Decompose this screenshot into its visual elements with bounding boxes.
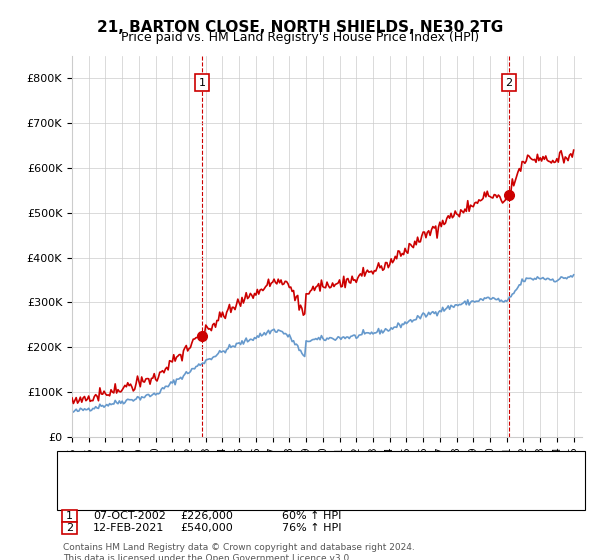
Text: 1: 1 xyxy=(199,78,205,88)
Text: 2: 2 xyxy=(66,523,73,533)
Text: 2: 2 xyxy=(505,78,512,88)
Text: 07-OCT-2002: 07-OCT-2002 xyxy=(93,511,166,521)
Text: Contains HM Land Registry data © Crown copyright and database right 2024.
This d: Contains HM Land Registry data © Crown c… xyxy=(63,543,415,560)
Text: 12-FEB-2021: 12-FEB-2021 xyxy=(93,523,164,533)
Text: £540,000: £540,000 xyxy=(180,523,233,533)
Text: 1: 1 xyxy=(66,511,73,521)
Text: £226,000: £226,000 xyxy=(180,511,233,521)
Text: Price paid vs. HM Land Registry's House Price Index (HPI): Price paid vs. HM Land Registry's House … xyxy=(121,31,479,44)
Text: 21, BARTON CLOSE, NORTH SHIELDS, NE30 2TG (detached house): 21, BARTON CLOSE, NORTH SHIELDS, NE30 2T… xyxy=(120,455,464,465)
Text: HPI: Average price, detached house, North Tyneside: HPI: Average price, detached house, Nort… xyxy=(120,468,391,478)
Text: 76% ↑ HPI: 76% ↑ HPI xyxy=(282,523,341,533)
Text: 60% ↑ HPI: 60% ↑ HPI xyxy=(282,511,341,521)
Text: 21, BARTON CLOSE, NORTH SHIELDS, NE30 2TG: 21, BARTON CLOSE, NORTH SHIELDS, NE30 2T… xyxy=(97,20,503,35)
